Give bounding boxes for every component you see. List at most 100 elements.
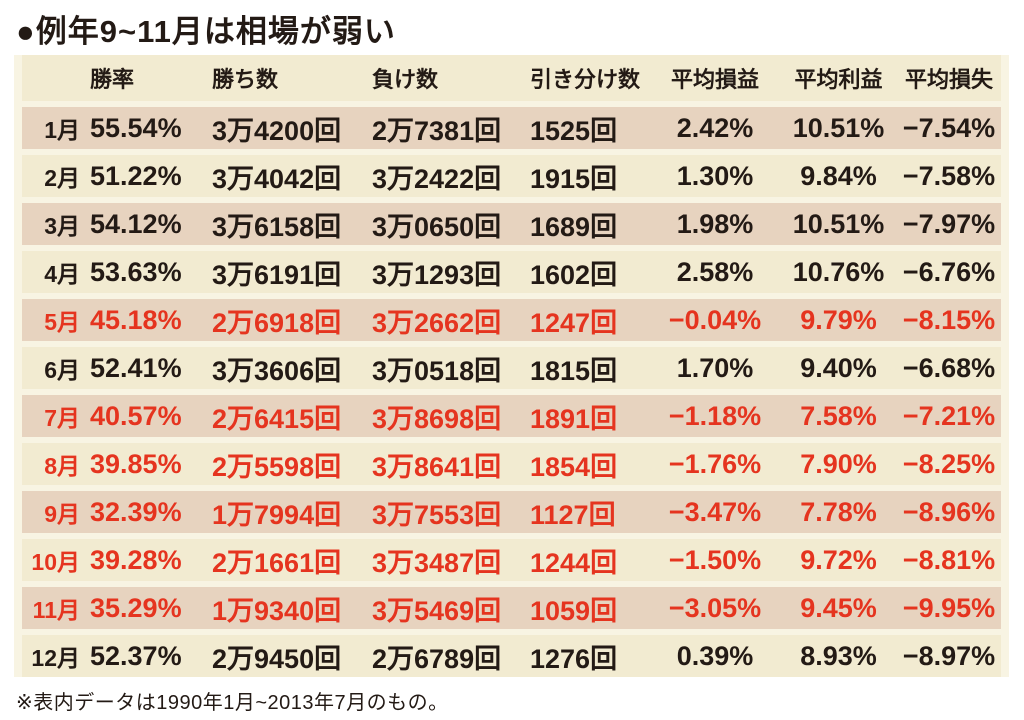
page-title: ●例年9~11月は相場が弱い — [16, 14, 396, 49]
header-cell-wins: 勝ち数 — [212, 67, 279, 92]
month-cell: 6月 — [44, 357, 80, 383]
win-rate-cell: 39.28% — [90, 544, 182, 575]
month-cell: 5月 — [44, 309, 80, 335]
avg-pnl-cell: −1.18% — [668, 400, 762, 431]
win-rate-cell: 39.85% — [90, 448, 182, 479]
avg-profit-cell: 10.51% — [792, 112, 885, 143]
table-row: 12月 52.37% 2万9450回 2万6789回 1276回 0.39% 8… — [22, 635, 1001, 677]
wins-cell: 3万3606回 — [212, 355, 342, 386]
avg-profit-cell: 7.90% — [800, 448, 877, 479]
losses-cell: 3万1293回 — [372, 259, 502, 290]
table-row: 10月 39.28% 2万1661回 3万3487回 1244回 −1.50% … — [22, 539, 1001, 581]
table-row: 2月 51.22% 3万4042回 3万2422回 1915回 1.30% 9.… — [22, 155, 1001, 197]
draws-cell: 1891回 — [530, 403, 618, 434]
avg-pnl-cell: 1.70% — [676, 352, 754, 383]
avg-profit-cell: 9.79% — [800, 304, 877, 335]
wins-cell: 2万9450回 — [212, 643, 342, 674]
win-rate-cell: 52.41% — [90, 352, 182, 383]
avg-loss-cell: −7.58% — [902, 160, 996, 191]
footnote: ※表内データは1990年1月~2013年7月のもの。 — [16, 692, 449, 714]
avg-loss-cell: −6.68% — [902, 352, 996, 383]
wins-cell: 3万4200回 — [212, 115, 342, 146]
losses-cell: 3万2422回 — [372, 163, 502, 194]
draws-cell: 1127回 — [530, 499, 616, 530]
avg-profit-cell: 10.51% — [792, 208, 885, 239]
table-body: 1月 55.54% 3万4200回 2万7381回 1525回 2.42% 10… — [22, 107, 1001, 677]
avg-profit-cell: 9.72% — [800, 544, 877, 575]
avg-pnl-cell: −3.47% — [668, 496, 762, 527]
header-cell-win-rate: 勝率 — [90, 67, 135, 92]
win-rate-cell: 55.54% — [90, 112, 182, 143]
table-row: 4月 53.63% 3万6191回 3万1293回 1602回 2.58% 10… — [22, 251, 1001, 293]
draws-cell: 1244回 — [530, 547, 618, 578]
avg-loss-cell: −8.15% — [902, 304, 996, 335]
avg-loss-cell: −6.76% — [902, 256, 996, 287]
table-row: 5月 45.18% 2万6918回 3万2662回 1247回 −0.04% 9… — [22, 299, 1001, 341]
losses-cell: 3万8641回 — [372, 451, 502, 482]
avg-pnl-cell: 1.30% — [676, 160, 754, 191]
table-row: 11月 35.29% 1万9340回 3万5469回 1059回 −3.05% … — [22, 587, 1001, 629]
avg-profit-cell: 8.93% — [800, 640, 877, 671]
table-row: 1月 55.54% 3万4200回 2万7381回 1525回 2.42% 10… — [22, 107, 1001, 149]
losses-cell: 3万5469回 — [372, 595, 502, 626]
win-rate-cell: 52.37% — [90, 640, 182, 671]
month-cell: 4月 — [44, 261, 80, 287]
table-row: 9月 32.39% 1万7994回 3万7553回 1127回 −3.47% 7… — [22, 491, 1001, 533]
draws-cell: 1689回 — [530, 211, 618, 242]
avg-loss-cell: −8.81% — [902, 544, 996, 575]
win-rate-cell: 51.22% — [90, 160, 182, 191]
draws-cell: 1602回 — [530, 259, 618, 290]
month-cell: 1月 — [44, 117, 80, 143]
stats-table-panel: 勝率 勝ち数 負け数 引き分け数 平均損益 平均利益 平均損失 1月 55.54… — [14, 55, 1009, 677]
avg-profit-cell: 9.45% — [800, 592, 877, 623]
table-row: 7月 40.57% 2万6415回 3万8698回 1891回 −1.18% 7… — [22, 395, 1001, 437]
header-cell-avg-loss: 平均損失 — [904, 67, 993, 92]
losses-cell: 3万0650回 — [372, 211, 502, 242]
wins-cell: 3万4042回 — [212, 163, 342, 194]
table-row: 8月 39.85% 2万5598回 3万8641回 1854回 −1.76% 7… — [22, 443, 1001, 485]
month-cell: 8月 — [44, 453, 80, 479]
win-rate-cell: 35.29% — [90, 592, 182, 623]
losses-cell: 3万3487回 — [372, 547, 502, 578]
month-cell: 11月 — [32, 597, 80, 623]
avg-profit-cell: 10.76% — [792, 256, 885, 287]
losses-cell: 3万2662回 — [372, 307, 502, 338]
avg-pnl-cell: −3.05% — [668, 592, 762, 623]
avg-pnl-cell: 0.39% — [676, 640, 754, 671]
wins-cell: 2万6415回 — [212, 403, 342, 434]
win-rate-cell: 53.63% — [90, 256, 182, 287]
avg-loss-cell: −9.95% — [902, 592, 996, 623]
avg-loss-cell: −7.54% — [902, 112, 996, 143]
avg-pnl-cell: −1.76% — [668, 448, 762, 479]
draws-cell: 1247回 — [530, 307, 618, 338]
wins-cell: 2万1661回 — [212, 547, 342, 578]
win-rate-cell: 32.39% — [90, 496, 182, 527]
wins-cell: 1万7994回 — [212, 499, 342, 530]
avg-loss-cell: −7.21% — [902, 400, 996, 431]
draws-cell: 1815回 — [530, 355, 618, 386]
avg-profit-cell: 7.78% — [800, 496, 877, 527]
losses-cell: 3万7553回 — [372, 499, 502, 530]
avg-profit-cell: 9.84% — [800, 160, 877, 191]
avg-pnl-cell: −0.04% — [668, 304, 762, 335]
avg-loss-cell: −8.25% — [902, 448, 996, 479]
avg-profit-cell: 9.40% — [800, 352, 877, 383]
avg-pnl-cell: 1.98% — [676, 208, 754, 239]
wins-cell: 3万6191回 — [212, 259, 342, 290]
header-cell-losses: 負け数 — [372, 67, 439, 92]
losses-cell: 3万0518回 — [372, 355, 502, 386]
win-rate-cell: 40.57% — [90, 400, 182, 431]
month-cell: 2月 — [44, 165, 80, 191]
month-cell: 7月 — [44, 405, 80, 431]
header-cell-draws: 引き分け数 — [530, 67, 641, 92]
losses-cell: 2万6789回 — [372, 643, 502, 674]
month-cell: 12月 — [31, 645, 80, 671]
losses-cell: 3万8698回 — [372, 403, 502, 434]
draws-cell: 1525回 — [530, 115, 618, 146]
avg-profit-cell: 7.58% — [800, 400, 877, 431]
win-rate-cell: 54.12% — [90, 208, 182, 239]
avg-loss-cell: −8.97% — [902, 640, 996, 671]
draws-cell: 1276回 — [530, 643, 618, 674]
table-row: 6月 52.41% 3万3606回 3万0518回 1815回 1.70% 9.… — [22, 347, 1001, 389]
table-row: 3月 54.12% 3万6158回 3万0650回 1689回 1.98% 10… — [22, 203, 1001, 245]
